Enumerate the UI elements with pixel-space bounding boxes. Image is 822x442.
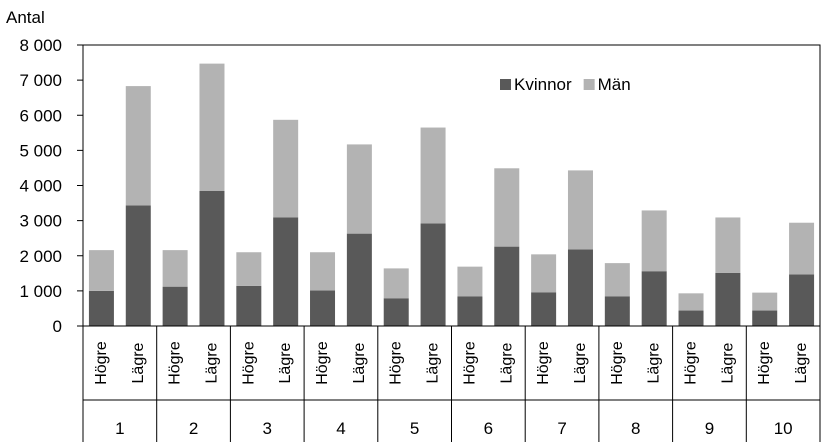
bar-kvinnor [236,285,262,326]
bar-mn [752,292,778,311]
group-label: 10 [774,419,793,438]
subcategory-label: Lägre [277,342,294,383]
group-label: 4 [336,419,345,438]
y-tick-label: 4 000 [19,177,62,196]
bar-mn [494,168,520,247]
bar-mn [567,170,593,250]
subcategory-label: Lägre [572,342,589,383]
group-label: 1 [115,419,124,438]
legend-label: Kvinnor [514,75,572,94]
bar-mn [678,293,704,311]
legend: Kvinnor Män [500,75,631,94]
bar-mn [236,252,262,286]
y-tick-label: 7 000 [19,71,62,90]
plot-frame [82,44,821,327]
bar-kvinnor [346,233,372,326]
bar-kvinnor [88,290,114,326]
subcategory-label: Lägre [719,342,736,383]
bar-kvinnor [678,310,704,326]
y-tick-labels: 0 1 000 2 000 3 000 4 000 5 000 6 000 7 000 8 00… [19,36,62,336]
legend-label: Män [598,75,631,94]
subcategory-label: Lägre [130,342,147,383]
bar-mn [310,252,336,291]
bar-mn [199,63,225,191]
y-tick-label: 0 [53,317,62,336]
bar-mn [531,254,557,293]
bar-mn [420,127,446,224]
y-axis-label: Antal [6,8,45,27]
bar-kvinnor [420,223,446,326]
bars [88,63,815,326]
subcategory-label: Lägre [351,342,368,383]
subcategory-label: Högre [240,341,257,385]
y-tick-label: 2 000 [19,247,62,266]
bar-kvinnor [789,274,815,326]
subcategory-label: Högre [461,341,478,385]
legend-swatch [583,79,595,90]
legend-swatch [500,79,511,90]
y-tick-label: 5 000 [19,141,62,160]
subcategory-label: Lägre [203,342,220,383]
bar-kvinnor [604,296,630,326]
group-label: 2 [189,419,198,438]
subcategory-label: Lägre [425,342,442,383]
subcategory-label: Lägre [646,342,663,383]
bar-kvinnor [273,217,299,326]
bar-kvinnor [752,310,778,326]
bar-kvinnor [567,249,593,326]
bar-kvinnor [199,190,225,326]
axes [77,44,821,442]
subcategory-label: Högre [609,341,626,385]
subcategory-label: Högre [683,341,700,385]
y-tick-label: 6 000 [19,106,62,125]
y-tick-label: 3 000 [19,212,62,231]
subcategory-label: Högre [756,341,773,385]
bar-mn [789,222,815,275]
y-tick-label: 1 000 [19,282,62,301]
group-label: 7 [557,419,566,438]
subcategory-label: Högre [388,341,405,385]
y-tick-label: 8 000 [19,36,62,55]
bar-mn [346,144,372,234]
bar-kvinnor [531,292,557,326]
bar-kvinnor [715,272,741,326]
group-label: 8 [631,419,640,438]
bar-kvinnor [162,286,188,326]
bar-mn [273,119,299,218]
subcategory-label: Lägre [498,342,515,383]
group-label: 9 [705,419,714,438]
bar-kvinnor [641,271,667,326]
group-label: 5 [410,419,419,438]
bar-kvinnor [457,296,483,326]
subcategory-label: Högre [93,341,110,385]
subcategory-label: Högre [167,341,184,385]
group-label: 3 [263,419,272,438]
group-label: 6 [484,419,493,438]
bar-mn [162,250,188,287]
subcategory-label: Lägre [793,342,810,383]
bar-mn [457,266,483,297]
bar-kvinnor [383,298,409,326]
category-labels: Högre Lägre Högre Lägre Högre Lägre Högre Lägre… [93,341,810,438]
bar-mn [88,250,114,291]
bar-kvinnor [494,246,520,326]
bar-mn [715,217,741,273]
bar-mn [125,86,151,206]
subcategory-label: Högre [535,341,552,385]
bar-mn [604,263,630,297]
bar-mn [641,210,667,272]
bar-kvinnor [125,205,151,326]
bar-kvinnor [310,290,336,326]
bar-mn [383,268,409,299]
subcategory-label: Högre [314,341,331,385]
